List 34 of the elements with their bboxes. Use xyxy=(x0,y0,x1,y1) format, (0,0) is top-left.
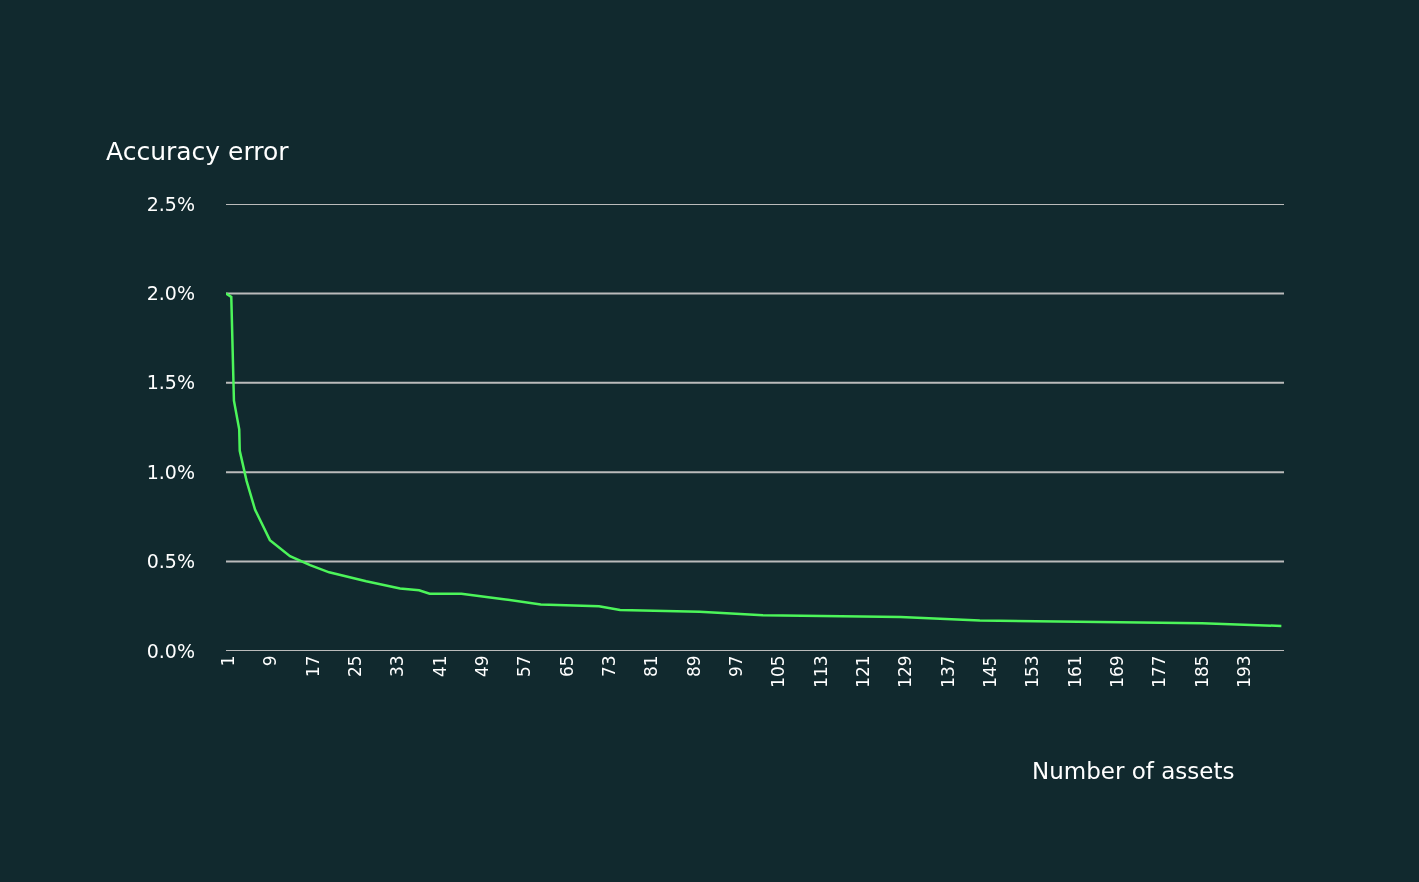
x-tick-label: 129 xyxy=(895,655,916,688)
y-axis-title: Accuracy error xyxy=(106,137,290,166)
y-tick-label: 0.0% xyxy=(146,639,195,662)
x-tick-label: 97 xyxy=(726,655,747,678)
x-tick-label: 65 xyxy=(556,655,577,678)
x-tick-label: 185 xyxy=(1191,655,1212,688)
x-tick-label: 137 xyxy=(937,655,958,688)
x-tick-label: 113 xyxy=(810,655,831,688)
x-tick-label: 73 xyxy=(599,655,620,678)
x-tick-label: 33 xyxy=(387,655,408,678)
y-tick-label: 1.5% xyxy=(146,371,195,394)
x-tick-label: 81 xyxy=(641,655,662,678)
y-tick-label: 0.5% xyxy=(146,550,195,573)
x-tick-label: 153 xyxy=(1022,655,1043,688)
x-tick-label: 49 xyxy=(472,655,493,678)
line-series xyxy=(226,292,1283,628)
x-axis-title: Number of assets xyxy=(1032,758,1235,784)
x-tick-label: 57 xyxy=(514,655,535,678)
x-tick-label: 41 xyxy=(429,655,450,678)
x-tick-label: 169 xyxy=(1106,655,1127,688)
y-tick-label: 1.0% xyxy=(146,460,195,483)
x-tick-label: 193 xyxy=(1233,655,1254,688)
x-tick-label: 161 xyxy=(1064,655,1085,688)
x-tick-label: 25 xyxy=(345,655,366,678)
x-tick-label: 121 xyxy=(852,655,873,688)
x-tick-label: 89 xyxy=(683,655,704,678)
x-tick-label: 105 xyxy=(768,655,789,688)
x-tick-label: 145 xyxy=(979,655,1000,688)
x-tick-label: 177 xyxy=(1149,655,1170,688)
x-tick-label: 1 xyxy=(218,655,239,667)
x-tick-label: 9 xyxy=(260,655,281,667)
y-tick-label: 2.0% xyxy=(146,282,195,305)
y-tick-label: 2.5% xyxy=(146,192,195,215)
x-tick-label: 17 xyxy=(302,655,323,678)
